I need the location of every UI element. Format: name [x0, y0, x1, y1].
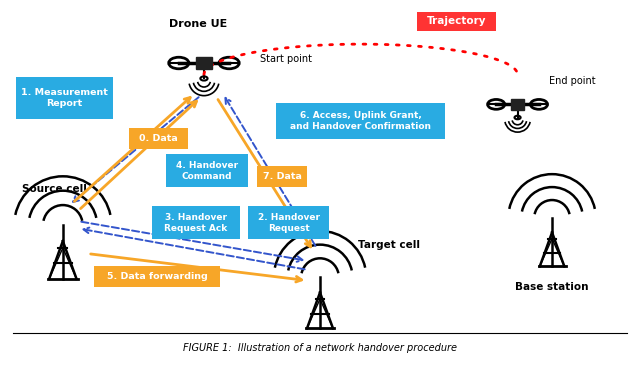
Text: 2. Handover
Request: 2. Handover Request — [258, 212, 319, 233]
Text: 0. Data: 0. Data — [139, 134, 178, 143]
Text: 6. Access, Uplink Grant,
and Handover Confirmation: 6. Access, Uplink Grant, and Handover Co… — [291, 110, 431, 131]
Text: Base station: Base station — [515, 283, 589, 292]
FancyBboxPatch shape — [257, 166, 307, 187]
Text: End point: End point — [549, 76, 596, 86]
Text: Trajectory: Trajectory — [427, 16, 486, 26]
Text: 1. Measurement
Report: 1. Measurement Report — [21, 88, 108, 108]
Text: 3. Handover
Request Ack: 3. Handover Request Ack — [164, 212, 227, 233]
FancyBboxPatch shape — [511, 99, 524, 110]
Text: Start point: Start point — [260, 54, 312, 64]
FancyBboxPatch shape — [248, 206, 330, 239]
FancyBboxPatch shape — [129, 128, 188, 149]
FancyBboxPatch shape — [417, 12, 495, 31]
FancyBboxPatch shape — [152, 206, 240, 239]
FancyBboxPatch shape — [196, 57, 212, 69]
FancyBboxPatch shape — [94, 266, 220, 287]
Text: 4. Handover
Command: 4. Handover Command — [176, 160, 238, 181]
Text: FIGURE 1:  Illustration of a network handover procedure: FIGURE 1: Illustration of a network hand… — [183, 343, 457, 353]
FancyBboxPatch shape — [166, 154, 248, 187]
Text: Target cell: Target cell — [358, 240, 420, 250]
Text: 7. Data: 7. Data — [263, 172, 302, 181]
Text: Source cell: Source cell — [22, 184, 87, 194]
FancyBboxPatch shape — [16, 77, 113, 119]
FancyBboxPatch shape — [276, 103, 445, 139]
Text: 5. Data forwarding: 5. Data forwarding — [106, 272, 207, 281]
Text: Drone UE: Drone UE — [168, 19, 227, 29]
